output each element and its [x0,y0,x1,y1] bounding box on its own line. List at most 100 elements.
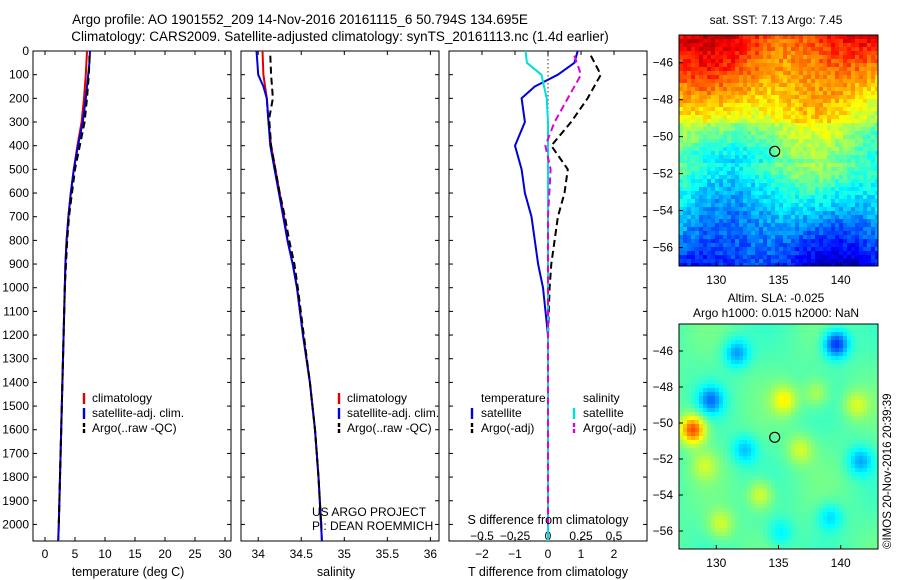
heatmap-cell [731,119,736,124]
heatmap-cell [691,251,696,256]
heatmap-cell [747,328,752,333]
heatmap-cell [843,239,848,244]
heatmap-cell [747,448,752,453]
heatmap-cell [739,123,744,128]
heatmap-cell [715,115,720,120]
heatmap-cell [791,47,796,52]
heatmap-cell [703,127,708,132]
heatmap-cell [743,75,748,80]
heatmap-cell [871,119,876,124]
heatmap-cell [871,123,876,128]
heatmap-cell [763,47,768,52]
heatmap-cell [787,103,792,108]
heatmap-cell [831,67,836,72]
heatmap-cell [707,372,712,377]
heatmap-cell [687,412,692,417]
heatmap-cell [747,528,752,533]
heatmap-cell [703,500,708,505]
heatmap-cell [759,328,764,333]
heatmap-cell [779,324,784,329]
heatmap-cell [755,380,760,385]
heatmap-cell [695,376,700,381]
heatmap-cell [799,400,804,405]
heatmap-cell [823,143,828,148]
heatmap-cell [719,119,724,124]
heatmap-cell [775,167,780,172]
heatmap-cell [731,444,736,449]
heatmap-cell [755,195,760,200]
heatmap-cell [723,59,728,64]
heatmap-cell [771,55,776,60]
heatmap-cell [731,207,736,212]
heatmap-cell [703,199,708,204]
heatmap-cell [723,544,728,549]
heatmap-cell [787,151,792,156]
heatmap-cell [863,143,868,148]
heatmap-cell [803,91,808,96]
heatmap-cell [787,207,792,212]
heatmap-cell [703,207,708,212]
heatmap-cell [715,456,720,461]
heatmap-cell [811,71,816,76]
heatmap-cell [679,452,684,457]
heatmap-cell [811,119,816,124]
heatmap-cell [695,123,700,128]
heatmap-cell [719,83,724,88]
heatmap-cell [811,171,816,176]
heatmap-cell [719,412,724,417]
heatmap-cell [787,231,792,236]
heatmap-cell [707,456,712,461]
heatmap-cell [695,147,700,152]
heatmap-cell [727,115,732,120]
heatmap-cell [739,504,744,509]
heatmap-cell [755,211,760,216]
heatmap-cell [711,356,716,361]
heatmap-cell [871,75,876,80]
heatmap-cell [747,500,752,505]
heatmap-cell [859,147,864,152]
heatmap-cell [771,456,776,461]
heatmap-cell [807,215,812,220]
heatmap-cell [863,47,868,52]
heatmap-cell [747,492,752,497]
heatmap-cell [767,524,772,529]
heatmap-cell [755,43,760,48]
depth-tick-label: 700 [9,210,29,224]
heatmap-cell [739,131,744,136]
heatmap-cell [807,227,812,232]
heatmap-cell [863,99,868,104]
heatmap-cell [679,39,684,44]
heatmap-cell [687,47,692,52]
heatmap-cell [775,388,780,393]
heatmap-cell [795,476,800,481]
heatmap-cell [803,408,808,413]
heatmap-cell [775,251,780,256]
heatmap-cell [739,215,744,220]
heatmap-cell [739,235,744,240]
heatmap-cell [695,211,700,216]
heatmap-cell [835,43,840,48]
heatmap-cell [831,191,836,196]
heatmap-cell [751,392,756,397]
heatmap-cell [847,131,852,136]
heatmap-cell [863,155,868,160]
heatmap-cell [679,119,684,124]
heatmap-cell [835,87,840,92]
heatmap-cell [683,35,688,40]
heatmap-cell [863,251,868,256]
heatmap-cell [687,67,692,72]
heatmap-cell [755,392,760,397]
heatmap-cell [779,544,784,549]
heatmap-cell [687,207,692,212]
heatmap-cell [827,239,832,244]
heatmap-cell [843,35,848,40]
legend-label: Argo(-adj) [481,421,534,435]
heatmap-cell [707,544,712,549]
heatmap-cell [727,139,732,144]
heatmap-cell [815,71,820,76]
heatmap-cell [851,139,856,144]
heatmap-cell [751,179,756,184]
heatmap-cell [679,328,684,333]
heatmap-cell [767,99,772,104]
heatmap-cell [759,243,764,248]
